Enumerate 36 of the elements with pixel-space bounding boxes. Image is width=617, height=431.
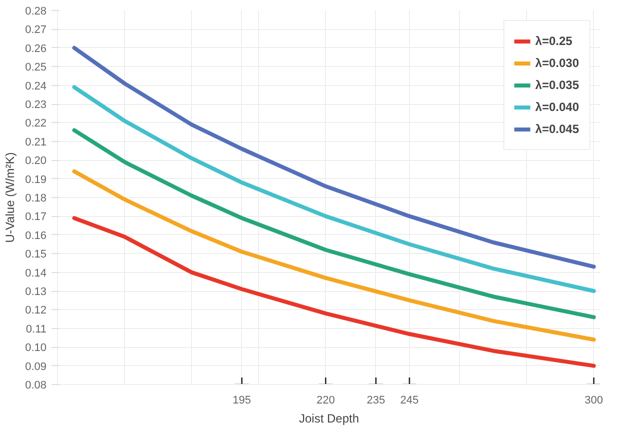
y-tick-label: 0.22 xyxy=(25,118,47,130)
y-tick-label: 0.15 xyxy=(25,248,47,261)
x-tick-label: 245 xyxy=(400,394,419,406)
y-tick-label: 0.28 xyxy=(25,6,47,18)
y-tick-label: 0.20 xyxy=(25,155,47,168)
line-series xyxy=(72,169,596,342)
x-tick-label: 235 xyxy=(366,394,386,406)
legend-label: λ=0.040 xyxy=(535,100,579,114)
line-series xyxy=(72,216,596,368)
x-tick-label: 300 xyxy=(584,394,603,406)
legend-label: λ=0.25 xyxy=(535,34,572,48)
y-tick-label: 0.16 xyxy=(25,230,47,242)
legend-label: λ=0.045 xyxy=(535,122,579,136)
y-tick-label: 0.11 xyxy=(26,323,46,336)
y-tick-label: 0.09 xyxy=(25,360,47,373)
x-tick-label: 195 xyxy=(232,394,252,406)
legend-label: λ=0.030 xyxy=(535,56,579,70)
y-tick-label: 0.21 xyxy=(25,136,47,148)
y-tick-label: 0.12 xyxy=(25,304,47,317)
x-tick-label: 220 xyxy=(316,394,335,406)
y-tick-label: 0.23 xyxy=(25,99,47,111)
legend-label: λ=0.035 xyxy=(535,78,579,92)
y-tick-label: 0.24 xyxy=(25,80,47,92)
x-axis-title: Joist Depth xyxy=(298,412,360,426)
line-series xyxy=(72,46,596,269)
y-tick-label: 0.27 xyxy=(25,24,47,36)
y-tick-label: 0.14 xyxy=(25,267,47,280)
y-axis-title: U-Value (W/m²K) xyxy=(3,152,18,243)
y-tick-label: 0.18 xyxy=(25,192,47,204)
y-tick-label: 0.26 xyxy=(25,42,47,55)
y-tick-label: 0.17 xyxy=(25,211,47,224)
y-tick-label: 0.25 xyxy=(25,62,47,74)
y-tick-label: 0.19 xyxy=(25,174,47,186)
y-tick-label: 0.08 xyxy=(25,380,47,392)
y-tick-label: 0.10 xyxy=(25,342,47,354)
y-tick-label: 0.13 xyxy=(25,286,47,298)
